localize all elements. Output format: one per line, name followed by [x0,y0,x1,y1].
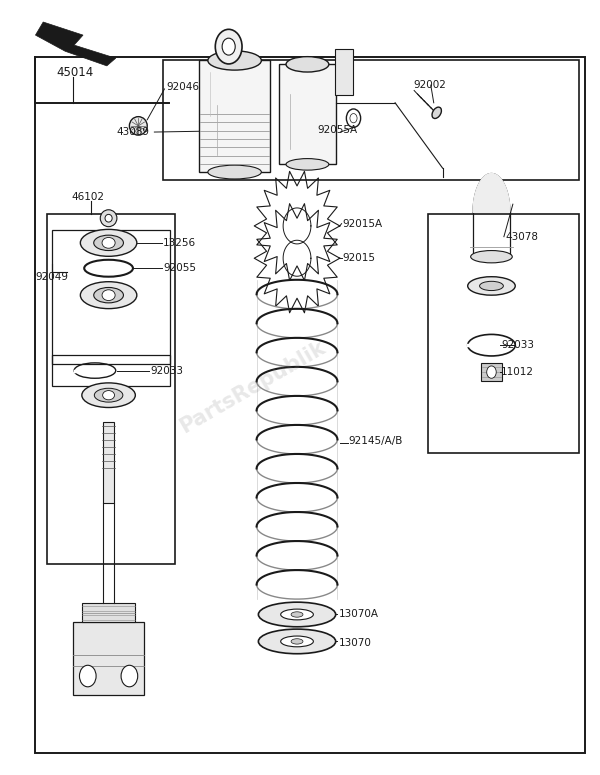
Ellipse shape [281,609,313,620]
Bar [481,363,502,381]
Bar [103,422,114,503]
Circle shape [79,665,96,687]
Ellipse shape [291,611,303,617]
Text: 92145/A/B: 92145/A/B [349,436,403,446]
Ellipse shape [470,250,512,263]
Bar [199,60,270,172]
Polygon shape [473,174,510,212]
Ellipse shape [130,117,147,135]
Bar [335,49,353,95]
Ellipse shape [222,38,235,55]
Ellipse shape [259,629,335,654]
Text: 13256: 13256 [163,238,196,248]
Ellipse shape [80,281,137,308]
Ellipse shape [100,210,117,226]
Ellipse shape [94,235,124,250]
Ellipse shape [291,639,303,644]
Text: 92049: 92049 [35,273,68,282]
Text: 92055A: 92055A [318,125,358,135]
Text: 11012: 11012 [501,367,534,377]
Bar [52,229,170,364]
Ellipse shape [102,237,115,248]
Polygon shape [35,22,116,66]
Circle shape [487,366,496,378]
Text: 92033: 92033 [150,366,183,376]
Text: 13070: 13070 [338,638,371,648]
Text: 92015A: 92015A [343,219,383,229]
Ellipse shape [259,602,335,627]
Ellipse shape [479,281,503,291]
Ellipse shape [105,215,112,222]
Circle shape [121,665,138,687]
Bar [82,603,136,622]
Text: 92055: 92055 [163,264,196,274]
Text: 92033: 92033 [501,340,534,350]
Text: PartsRepublik: PartsRepublik [176,338,329,437]
Ellipse shape [467,277,515,295]
Ellipse shape [94,288,124,303]
Bar [163,60,580,180]
Ellipse shape [215,29,242,64]
Ellipse shape [103,391,115,400]
Text: 92046: 92046 [166,82,199,92]
Ellipse shape [208,51,262,70]
Text: 92015: 92015 [343,253,376,264]
Ellipse shape [102,290,115,301]
Text: 13070A: 13070A [338,609,379,619]
Text: 45014: 45014 [56,66,94,78]
Text: 46102: 46102 [71,191,104,202]
Ellipse shape [286,159,329,170]
Ellipse shape [80,229,137,257]
Ellipse shape [82,383,136,408]
Bar [279,64,335,164]
Text: 43089: 43089 [117,127,150,137]
Bar [47,215,175,564]
Ellipse shape [432,107,442,119]
Circle shape [346,109,361,127]
Bar [73,622,144,695]
Bar [52,355,170,386]
Ellipse shape [94,388,123,402]
Ellipse shape [208,165,262,179]
Ellipse shape [281,636,313,647]
Bar [428,215,580,453]
Text: 43078: 43078 [505,232,538,242]
Text: 92002: 92002 [413,80,446,90]
Ellipse shape [286,57,329,72]
